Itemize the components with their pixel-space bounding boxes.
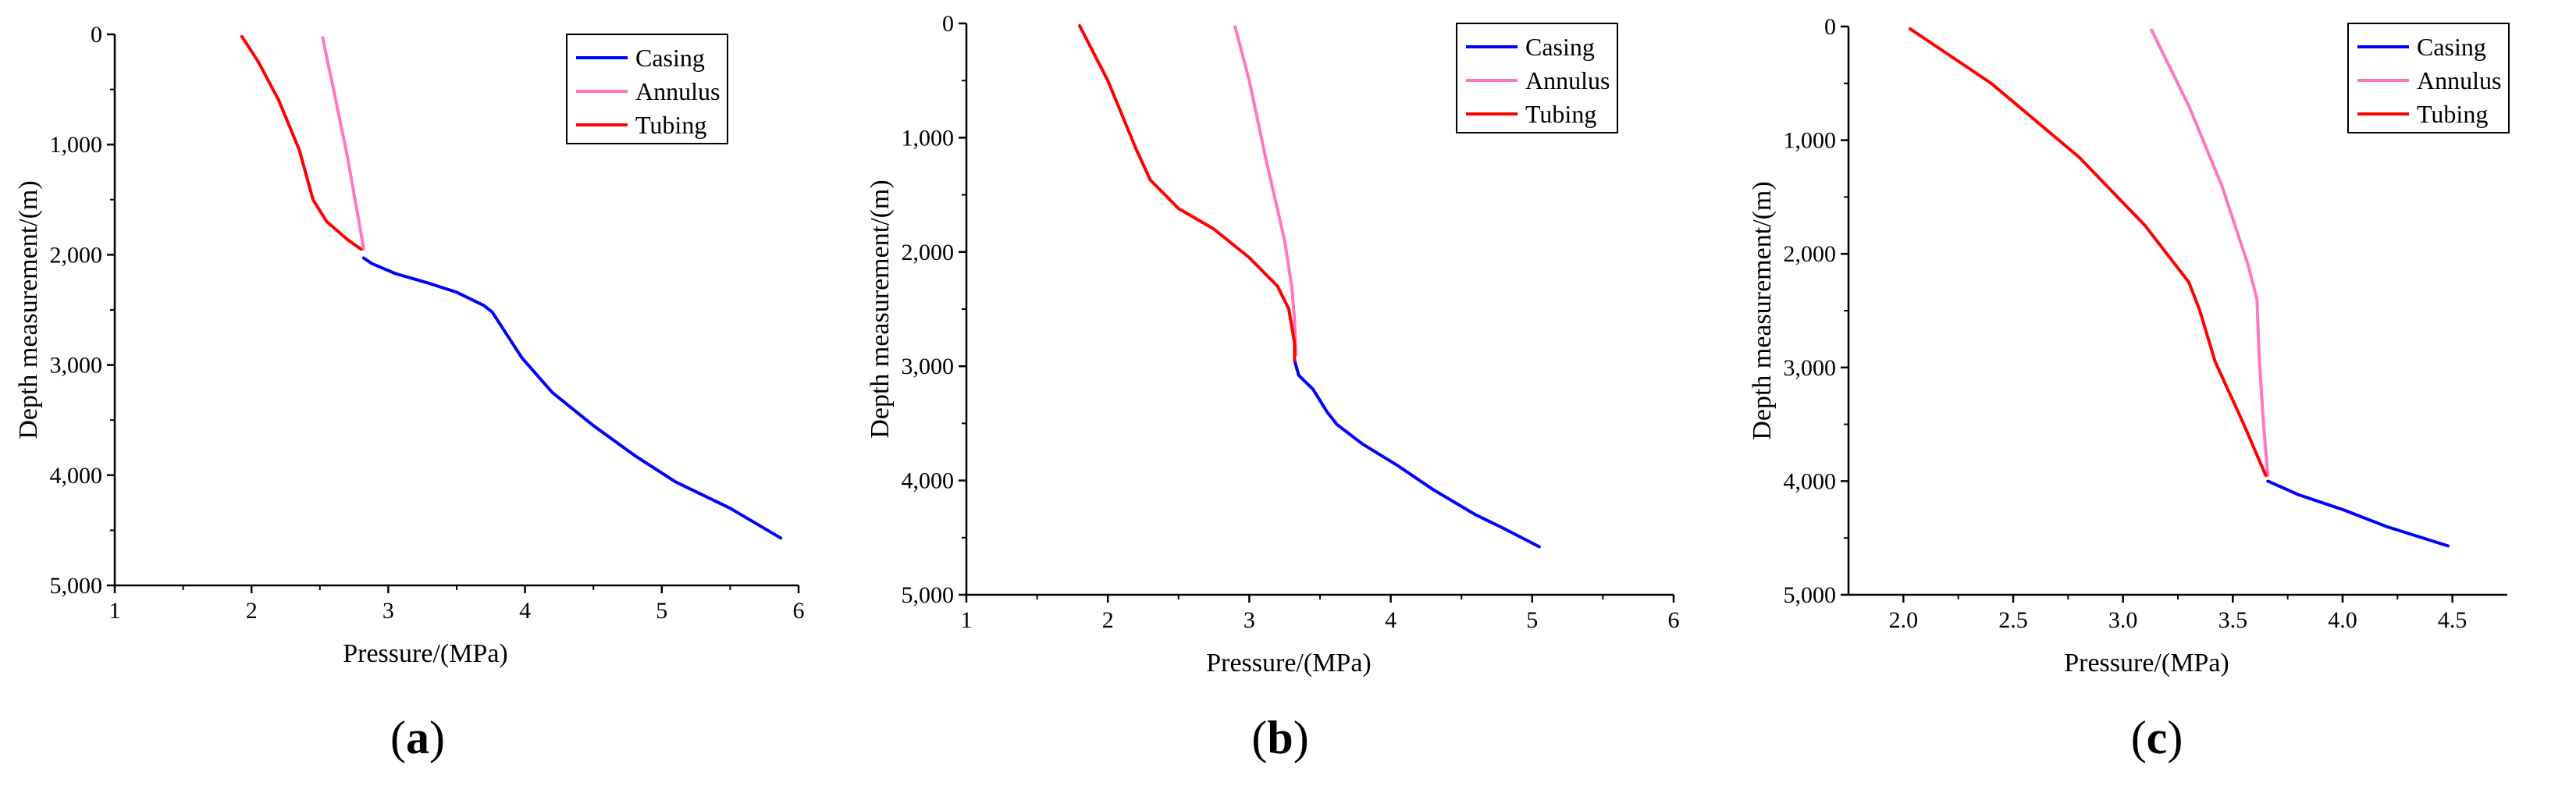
x-tick-label: 6 bbox=[1668, 607, 1680, 633]
series-line-casing bbox=[2266, 479, 2450, 548]
y-tick-label: 0 bbox=[1824, 14, 1836, 40]
y-tick-label: 3,000 bbox=[1784, 355, 1837, 381]
x-tick-label: 4.0 bbox=[2328, 607, 2357, 633]
legend-label-tubing: Tubing bbox=[2417, 100, 2488, 128]
panel-label-paren-open: ( bbox=[2131, 712, 2147, 763]
y-axis-title: Depth measurement/(m) bbox=[14, 180, 43, 439]
x-tick-label: 1 bbox=[109, 598, 121, 624]
x-tick-label: 6 bbox=[793, 598, 805, 624]
series-line-casing bbox=[1293, 358, 1541, 549]
panel-label-paren-close: ) bbox=[1293, 712, 1309, 763]
x-tick-label: 3.5 bbox=[2218, 607, 2248, 633]
series-line-annulus bbox=[1233, 25, 1298, 357]
y-tick-label: 4,000 bbox=[1784, 468, 1837, 494]
x-tick-label: 4 bbox=[519, 598, 531, 624]
panel-label-letter: a bbox=[406, 712, 429, 763]
x-tick-label: 1 bbox=[961, 607, 973, 633]
series-line-tubing bbox=[1908, 27, 2268, 478]
legend-label-annulus: Annulus bbox=[2417, 66, 2501, 94]
legend-label-annulus: Annulus bbox=[1525, 66, 1610, 94]
chart-panel-a: 1 2 3 4 5 6 0 1,000 2,000 3,000 4,000 5,000 Pressure… bbox=[14, 22, 805, 763]
panel-label-paren-open: ( bbox=[390, 712, 406, 763]
x-tick-label: 3 bbox=[382, 598, 394, 624]
legend: Casing Annulus Tubing bbox=[2347, 23, 2510, 133]
series-line-tubing bbox=[1078, 23, 1297, 362]
x-axis-title: Pressure/(MPa) bbox=[343, 639, 508, 668]
y-tick-label: 1,000 bbox=[902, 125, 955, 151]
legend-label-casing: Casing bbox=[2417, 33, 2486, 61]
series-line-annulus bbox=[2150, 28, 2270, 478]
legend: Casing Annulus Tubing bbox=[566, 34, 728, 144]
y-tick-label: 4,000 bbox=[50, 463, 103, 489]
x-axis-title: Pressure/(MPa) bbox=[2064, 649, 2229, 678]
panel-label: (c) bbox=[2131, 712, 2183, 763]
legend-label-casing: Casing bbox=[635, 44, 705, 72]
x-tick-label: 4.5 bbox=[2438, 607, 2467, 633]
y-tick-label: 4,000 bbox=[902, 468, 955, 494]
panel-label-letter: c bbox=[2147, 712, 2168, 763]
series-line-tubing bbox=[240, 34, 363, 251]
y-tick-label: 1,000 bbox=[50, 132, 103, 158]
legend: Casing Annulus Tubing bbox=[1456, 23, 1618, 133]
x-tick-label: 5 bbox=[656, 598, 667, 624]
y-axis-title: Depth measurement/(m) bbox=[866, 180, 895, 438]
series-line-annulus bbox=[321, 36, 365, 251]
legend-label-tubing: Tubing bbox=[635, 111, 706, 139]
y-axis-title: Depth measurement/(m) bbox=[1748, 181, 1777, 439]
panel-label: (a) bbox=[390, 712, 445, 763]
y-tick-label: 3,000 bbox=[50, 353, 103, 379]
series-line-casing bbox=[361, 256, 783, 540]
y-tick-label: 2,000 bbox=[902, 240, 955, 265]
y-tick-label: 5,000 bbox=[902, 582, 955, 608]
x-tick-label: 3 bbox=[1244, 607, 1255, 633]
x-tick-label: 2.0 bbox=[1889, 607, 1919, 633]
panel-label: (b) bbox=[1251, 712, 1308, 763]
legend-box bbox=[2347, 23, 2510, 133]
y-tick-label: 0 bbox=[91, 22, 102, 48]
legend-label-tubing: Tubing bbox=[1525, 100, 1596, 128]
legend-label-annulus: Annulus bbox=[635, 77, 720, 105]
y-tick-label: 3,000 bbox=[902, 354, 955, 379]
x-tick-label: 5 bbox=[1526, 607, 1538, 633]
x-tick-label: 3.0 bbox=[2108, 607, 2138, 633]
x-tick-label: 2 bbox=[246, 598, 258, 624]
panel-label-letter: b bbox=[1267, 712, 1293, 763]
chart-panel-c: 2.0 2.5 3.0 3.5 4.0 4.5 0 1,000 2,000 3,000 4,000 5… bbox=[1748, 14, 2510, 763]
x-tick-label: 4 bbox=[1385, 607, 1397, 633]
panel-label-paren-close: ) bbox=[429, 712, 445, 763]
y-tick-label: 0 bbox=[942, 11, 954, 37]
y-tick-label: 5,000 bbox=[50, 573, 103, 599]
x-tick-label: 2 bbox=[1102, 607, 1114, 633]
x-axis-title: Pressure/(MPa) bbox=[1206, 649, 1372, 678]
panel-label-paren-close: ) bbox=[2167, 712, 2183, 763]
y-tick-label: 2,000 bbox=[1784, 241, 1837, 267]
y-tick-label: 2,000 bbox=[50, 242, 103, 268]
panel-label-paren-open: ( bbox=[1251, 712, 1267, 763]
y-tick-label: 5,000 bbox=[1784, 582, 1837, 608]
legend-label-casing: Casing bbox=[1525, 33, 1595, 61]
y-tick-label: 1,000 bbox=[1784, 128, 1837, 154]
x-tick-label: 2.5 bbox=[1998, 607, 2028, 633]
chart-panel-b: 1 2 3 4 5 6 0 1,000 2,000 3,000 4,000 5,000 Pressure… bbox=[866, 11, 1680, 763]
